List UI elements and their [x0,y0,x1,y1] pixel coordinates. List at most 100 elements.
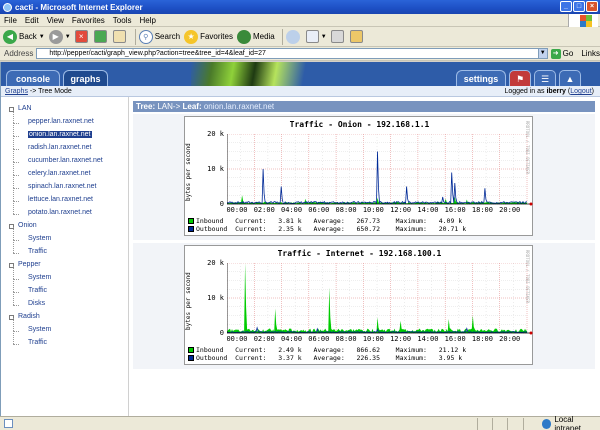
x-tick-label: 12:00 [390,206,412,214]
chevron-down-icon: ▼ [38,33,45,40]
legend-average-label: Average: [313,346,345,354]
legend-average-label: Average: [313,225,345,233]
tree-leaf-item[interactable]: Disks [28,300,46,307]
x-tick-label: 00:00 [226,335,248,343]
links-button[interactable]: Links [581,49,600,58]
security-zone: Local intranet [538,415,600,430]
window-title-bar[interactable]: cacti - Microsoft Internet Explorer _ □ … [0,0,600,14]
menu-tools[interactable]: Tools [112,15,132,25]
mail-button[interactable]: ▼ [305,30,327,43]
x-tick-label: 06:00 [308,335,330,343]
tree-leaf-item[interactable]: lettuce.lan.raxnet.net [28,196,93,203]
series-outbound-line [227,151,528,205]
search-label: Search [154,32,181,41]
y-tick-label: 0 [219,200,224,208]
folder-icon [9,107,14,112]
favorites-button[interactable]: ★ Favorites [184,29,233,44]
x-tick-label: 14:00 [417,335,439,343]
close-button[interactable]: × [586,1,598,12]
tree-leaf-item[interactable]: System [28,274,52,281]
tab-console[interactable]: console [6,70,60,86]
tree-leaf-item[interactable]: System [28,326,52,333]
leaf-label: Leaf: [182,102,202,111]
media-button[interactable]: Media [236,29,275,44]
tree-leaf-item[interactable]: cucumber.lan.raxnet.net [28,157,103,164]
media-icon [236,29,251,44]
edit-button[interactable] [349,30,365,43]
search-button[interactable]: ⚲ Search [138,29,181,44]
x-tick-label: 18:00 [471,335,493,343]
minimize-button[interactable]: _ [560,1,572,12]
x-tick-label: 16:00 [444,206,466,214]
maximize-button[interactable]: □ [573,1,585,12]
graph-title: Traffic - Internet - 192.168.100.1 [277,249,442,258]
forward-button[interactable]: ▶ ▼ [48,29,71,44]
tree-header-item[interactable]: Pepper [18,261,41,268]
legend-row: Outbound Current: 2.35 k Average: 650.72… [188,225,466,233]
tree-leaf-item[interactable]: radish.lan.raxnet.net [28,144,92,151]
menu-file[interactable]: File [4,15,17,25]
home-button[interactable] [112,30,128,43]
media-label: Media [252,32,275,41]
legend-current-label: Current: [235,354,267,362]
y-tick-label: 10 k [207,294,224,302]
x-tick-label: 04:00 [280,206,303,214]
menu-help[interactable]: Help [139,15,156,25]
address-bar: Address http://pepper/cacti/graph_view.p… [0,47,600,61]
page-done-icon [4,419,13,428]
tree-leaf-item[interactable]: celery.lan.raxnet.net [28,170,91,177]
tab-graphs[interactable]: graphs [63,70,108,86]
star-icon: ★ [184,29,199,44]
list-view-icon[interactable]: ☰ [534,70,556,86]
legend-swatch [188,218,194,224]
legend-maximum-label: Maximum: [395,225,427,233]
graph-image-internet[interactable]: Traffic - Internet - 192.168.100.1 bytes … [184,245,533,365]
tree-view-icon[interactable]: ⚑ [509,70,531,86]
menu-favorites[interactable]: Favorites [71,15,105,25]
tree-leaf-item[interactable]: Traffic [28,339,48,346]
browser-toolbar: ◀ Back ▼ ▶ ▼ × ⚲ Search ★ Favorites Medi… [0,27,600,47]
refresh-button[interactable] [93,30,109,43]
tab-settings[interactable]: settings [456,70,506,86]
history-button[interactable] [285,29,302,44]
legend-average-label: Average: [313,217,345,225]
logout-link[interactable]: Logout [570,88,592,95]
y-axis-label: bytes per second [185,143,192,201]
tree-leaf-item[interactable]: Traffic [28,248,48,255]
x-tick-label: 16:00 [444,335,466,343]
x-tick-label: 00:00 [226,206,248,214]
go-label: Go [562,49,574,58]
legend-name: Inbound [196,217,228,225]
tree-header-item[interactable]: Onion [18,222,37,229]
leaf-name: onion.lan.raxnet.net [203,102,275,111]
address-input[interactable]: http://pepper/cacti/graph_view.php?actio… [36,48,539,59]
tree-leaf-item[interactable]: potato.lan.raxnet.net [28,209,92,216]
back-button[interactable]: ◀ Back ▼ [3,29,45,44]
tree-leaf-item[interactable]: System [28,235,52,242]
status-bar: Local intranet [0,415,600,430]
breadcrumb: Graphs -> Tree Mode Logged in as iberry … [1,86,600,97]
graph-row: Traffic - Onion - 192.168.1.1 bytes per s… [133,114,595,240]
breadcrumb-graphs-link[interactable]: Graphs [5,88,28,95]
windows-logo-icon [568,14,598,27]
address-dropdown-button[interactable]: ▼ [537,48,548,59]
tree-header-item[interactable]: LAN [18,105,32,112]
graph-content: Tree: LAN-> Leaf: onion.lan.raxnet.net T… [133,97,600,416]
legend-current-label: Current: [235,346,267,354]
intranet-icon [541,418,552,429]
tree-header-item[interactable]: Radish [18,313,40,320]
stop-button[interactable]: × [74,30,90,43]
go-button[interactable]: ➜ Go [550,48,574,59]
preview-view-icon[interactable]: ▲ [559,70,581,86]
x-tick-label: 20:00 [499,206,521,214]
tree-leaf-item[interactable]: Traffic [28,287,48,294]
x-tick-label: 20:00 [499,335,521,343]
menu-edit[interactable]: Edit [24,15,39,25]
tree-leaf-item[interactable]: pepper.lan.raxnet.net [28,118,94,125]
stop-icon: × [74,30,88,43]
menu-view[interactable]: View [46,15,64,25]
tree-leaf-item[interactable]: spinach.lan.raxnet.net [28,183,97,190]
print-button[interactable] [330,30,346,43]
tree-leaf-selected[interactable]: onion.lan.raxnet.net [28,131,92,138]
graph-image-onion[interactable]: Traffic - Onion - 192.168.1.1 bytes per s… [184,116,533,236]
